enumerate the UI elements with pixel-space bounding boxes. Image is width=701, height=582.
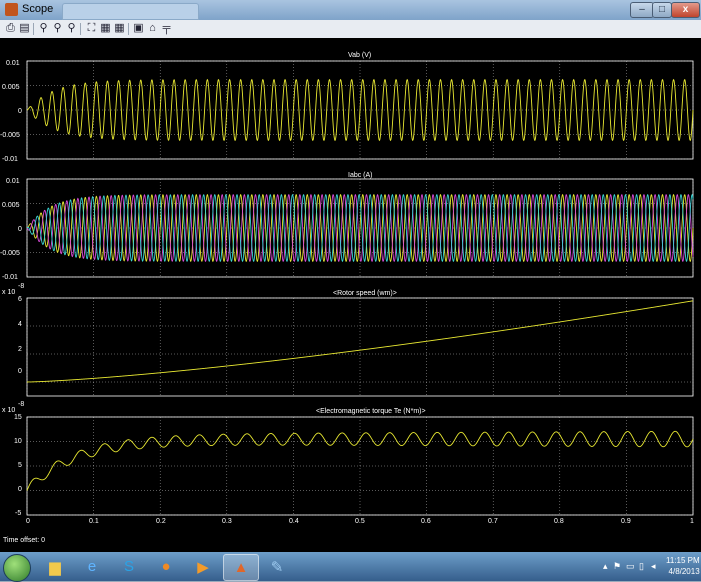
toolbar-separator	[80, 23, 81, 35]
xtick-label: 0.8	[554, 518, 564, 525]
clock-time: 11:15 PM	[666, 556, 700, 565]
ytick-label: 0.01	[6, 60, 20, 67]
background-window-tab[interactable]	[62, 3, 199, 20]
firefox-icon[interactable]: ●	[161, 558, 171, 575]
restore-axes-icon[interactable]: ▦	[114, 22, 125, 34]
network-icon[interactable]: ▯	[639, 561, 644, 571]
start-button[interactable]	[3, 554, 31, 582]
xtick-label: 0.4	[289, 518, 299, 525]
matlab-icon[interactable]: ▲	[223, 554, 259, 581]
show-hidden-icons-icon[interactable]: ▴	[603, 561, 608, 571]
xtick-label: 1	[690, 518, 694, 525]
internet-explorer-icon[interactable]: e	[87, 558, 97, 575]
ytick-label: 0	[18, 486, 22, 493]
zoom-x-icon[interactable]: ⚲	[53, 22, 62, 34]
ytick-label: 0	[18, 226, 22, 233]
time-offset: Time offset: 0	[3, 537, 45, 544]
window-titlebar[interactable]: Scope – □ x	[0, 0, 701, 20]
plot-title-iabc: Iabc (A)	[348, 172, 373, 179]
maximize-button[interactable]: □	[652, 2, 672, 18]
volume-icon[interactable]: ◂	[651, 561, 656, 571]
ytick-label: 15	[14, 414, 22, 421]
ytick-label: 0	[18, 108, 22, 115]
rotor-speed-exponent-prefix: x 10	[2, 289, 16, 296]
time-offset-label: Time offset:	[3, 537, 40, 544]
ytick-label: 0.01	[6, 178, 20, 185]
toolbar-separator	[33, 23, 34, 35]
xtick-label: 0.3	[222, 518, 232, 525]
ytick-label: 5	[18, 462, 22, 469]
rotor-speed-exponent: -8	[18, 283, 25, 290]
xtick-label: 0.6	[421, 518, 431, 525]
plot-title-torque: <Electromagnetic torque Te (N*m)>	[316, 408, 426, 415]
time-offset-value: 0	[41, 537, 46, 544]
close-button[interactable]: x	[671, 2, 700, 18]
print-icon[interactable]: ⎙	[6, 22, 15, 34]
zoom-icon[interactable]: ⚲	[39, 22, 48, 34]
ytick-label: -5	[15, 510, 22, 517]
windows-taskbar: ▆ e S ● ▶ ▲ ✎ ▴ ⚑ ▭ ▯ ◂ 11:15 PM 4/8/201…	[0, 552, 701, 582]
minimize-button[interactable]: –	[630, 2, 654, 18]
paint-icon[interactable]: ✎	[270, 558, 284, 576]
signal-selection-icon[interactable]: ╤	[162, 22, 171, 34]
ytick-label: -0.01	[2, 156, 18, 163]
torque-exponent: -8	[18, 401, 25, 408]
clock-date: 4/8/2013	[668, 567, 700, 576]
matlab-scope-icon	[5, 3, 18, 16]
ytick-label: 0	[18, 368, 22, 375]
ytick-label: -0.01	[2, 274, 18, 281]
skype-icon[interactable]: S	[123, 558, 134, 575]
plot-title-vab: Vab (V)	[348, 52, 372, 59]
save-axes-icon[interactable]: ▦	[100, 22, 111, 34]
media-player-icon[interactable]: ▶	[197, 558, 209, 576]
xtick-label: 0	[26, 518, 30, 525]
xtick-label: 0.7	[488, 518, 498, 525]
lock-icon[interactable]: ⌂	[149, 22, 156, 34]
windows-explorer-icon[interactable]: ▆	[49, 558, 61, 576]
ytick-label: 0.005	[2, 202, 20, 209]
ytick-label: 0.005	[2, 84, 20, 91]
window-title: Scope	[22, 3, 54, 15]
ytick-label: 2	[18, 346, 22, 353]
ytick-label: 6	[18, 296, 22, 303]
xtick-label: 0.1	[89, 518, 99, 525]
scope-toolbar: ⎙ ▤ ⚲ ⚲ ⚲ ⛶ ▦ ▦ ▣ ⌂ ╤	[0, 20, 701, 39]
display-icon[interactable]: ▭	[626, 561, 635, 571]
autoscale-icon[interactable]: ⛶	[87, 22, 96, 34]
xtick-label: 0.2	[156, 518, 166, 525]
xtick-label: 0.9	[621, 518, 631, 525]
xtick-label: 0.5	[355, 518, 365, 525]
ytick-label: 10	[14, 438, 22, 445]
plot-title-rotor-speed: <Rotor speed (wm)>	[333, 290, 397, 297]
floating-scope-icon[interactable]: ▣	[133, 22, 144, 34]
ytick-label: -0.005	[0, 250, 20, 257]
toolbar-separator	[128, 23, 129, 35]
properties-icon[interactable]: ▤	[19, 22, 30, 34]
action-center-flag-icon[interactable]: ⚑	[613, 561, 622, 571]
ytick-label: -0.005	[0, 132, 20, 139]
system-clock[interactable]: 11:15 PM 4/8/2013	[666, 555, 700, 577]
ytick-label: 4	[18, 321, 22, 328]
zoom-y-icon[interactable]: ⚲	[67, 22, 76, 34]
torque-exponent-prefix: x 10	[2, 407, 16, 414]
